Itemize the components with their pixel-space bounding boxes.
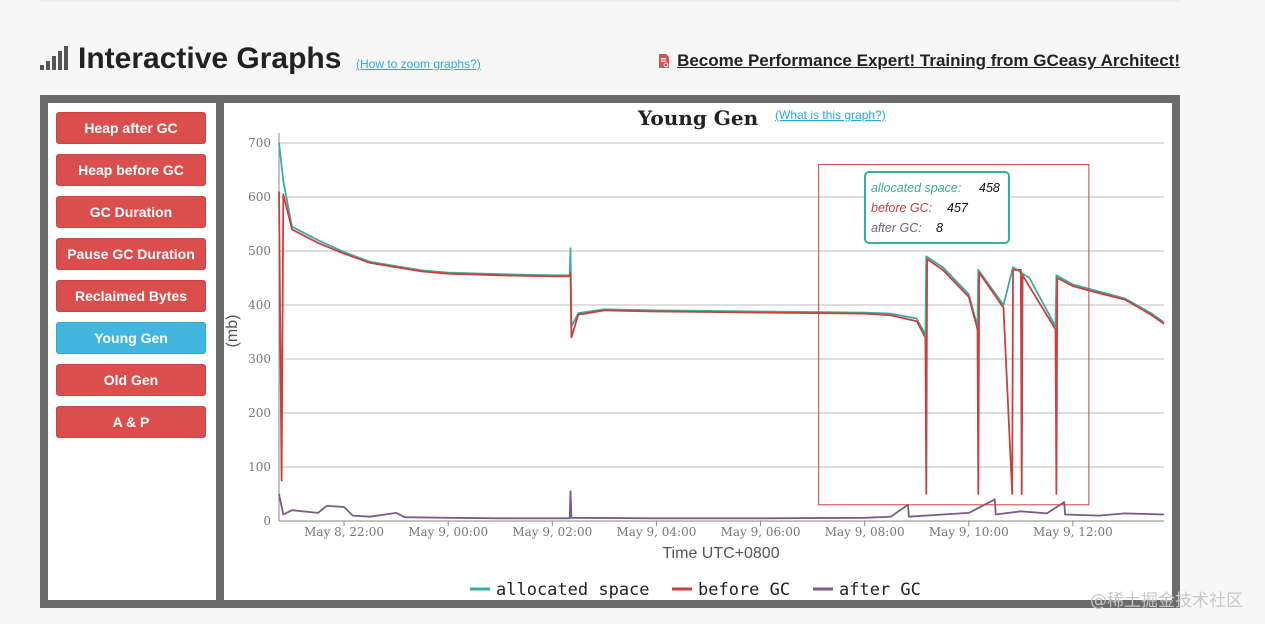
tooltip-allocated-value: 458: [979, 181, 1000, 195]
tooltip-after-value: 8: [936, 221, 943, 235]
chart-title: Young Gen: [637, 106, 759, 130]
certificate-icon: [659, 53, 670, 68]
y-tick-label: 0: [263, 514, 271, 528]
legend-item-before[interactable]: before GC: [672, 580, 790, 600]
y-tick-label: 100: [248, 460, 271, 474]
x-tick-label: May 9, 02:00: [512, 525, 592, 539]
pause-gc-duration-button[interactable]: Pause GC Duration: [56, 238, 206, 270]
legend-item-after[interactable]: after GC: [813, 580, 921, 600]
watermark: @稀土掘金技术社区: [1090, 591, 1243, 611]
grid-lines: [279, 142, 1164, 468]
zoom-selection-box[interactable]: [818, 164, 1090, 506]
legend-item-allocated[interactable]: allocated space: [470, 580, 650, 600]
page-header: Interactive Graphs (How to zoom graphs?)…: [40, 40, 1180, 80]
before-gc-line: [278, 191, 1165, 495]
legend-label-allocated: allocated space: [496, 580, 650, 600]
legend-label-before: before GC: [698, 580, 790, 600]
chart-panel: Young Gen (What is this graph?) 0 100 200 3…: [224, 103, 1172, 600]
y-tick-label: 200: [248, 406, 271, 420]
x-tick-label: May 9, 04:00: [616, 525, 696, 539]
tooltip-allocated-label: allocated space:: [871, 181, 961, 195]
y-tick-label: 700: [248, 136, 271, 150]
signal-bars-icon: [40, 46, 71, 70]
gc-duration-button[interactable]: GC Duration: [56, 196, 206, 228]
old-gen-button[interactable]: Old Gen: [56, 364, 206, 396]
x-tick-labels: May 8, 22:00 May 9, 00:00 May 9, 02:00 May …: [304, 521, 1113, 539]
top-rule: [40, 0, 1180, 2]
after-gc-line: [278, 490, 1165, 520]
zoom-help-link[interactable]: (How to zoom graphs?): [356, 57, 481, 71]
heap-before-gc-button[interactable]: Heap before GC: [56, 154, 206, 186]
page-title: Interactive Graphs: [78, 42, 342, 75]
graph-selector: Heap after GC Heap before GC GC Duration…: [48, 103, 216, 600]
x-axis-label: Time UTC+0800: [662, 545, 779, 562]
y-tick-label: 400: [248, 298, 271, 312]
y-tick-labels: 0 100 200 300 400 500 600 700: [248, 136, 271, 528]
tooltip-after-label: after GC:: [871, 221, 922, 235]
x-tick-label: May 8, 22:00: [304, 525, 384, 539]
tooltip: allocated space: 458 before GC: 457 afte…: [864, 171, 1010, 244]
y-tick-label: 500: [248, 244, 271, 258]
x-tick-label: May 9, 10:00: [929, 525, 1009, 539]
tooltip-before-value: 457: [947, 201, 969, 215]
young-gen-button[interactable]: Young Gen: [56, 322, 206, 354]
y-tick-label: 300: [248, 352, 271, 366]
tooltip-before-label: before GC:: [871, 201, 932, 215]
x-tick-label: May 9, 08:00: [825, 525, 905, 539]
graph-frame: Heap after GC Heap before GC GC Duration…: [40, 95, 1180, 608]
y-axis-label: (mb): [224, 315, 241, 348]
allocated-space-line: [278, 142, 1165, 336]
x-tick-label: May 9, 00:00: [408, 525, 488, 539]
a-and-p-button[interactable]: A & P: [56, 406, 206, 438]
series-lines: [278, 142, 1165, 520]
heap-after-gc-button[interactable]: Heap after GC: [56, 112, 206, 144]
x-tick-label: May 9, 06:00: [721, 525, 801, 539]
training-link-label: Become Performance Expert! Training from…: [677, 51, 1180, 70]
y-tick-label: 600: [248, 190, 271, 204]
young-gen-chart[interactable]: Young Gen (What is this graph?) 0 100 200 3…: [224, 103, 1172, 600]
reclaimed-bytes-button[interactable]: Reclaimed Bytes: [56, 280, 206, 312]
x-tick-label: May 9, 12:00: [1033, 525, 1113, 539]
tooltip-box: [864, 171, 1010, 244]
legend-label-after: after GC: [839, 580, 921, 600]
graph-help-link[interactable]: (What is this graph?): [775, 108, 886, 122]
training-link[interactable]: Become Performance Expert! Training from…: [658, 51, 1180, 71]
legend: allocated space before GC after GC: [470, 580, 921, 600]
